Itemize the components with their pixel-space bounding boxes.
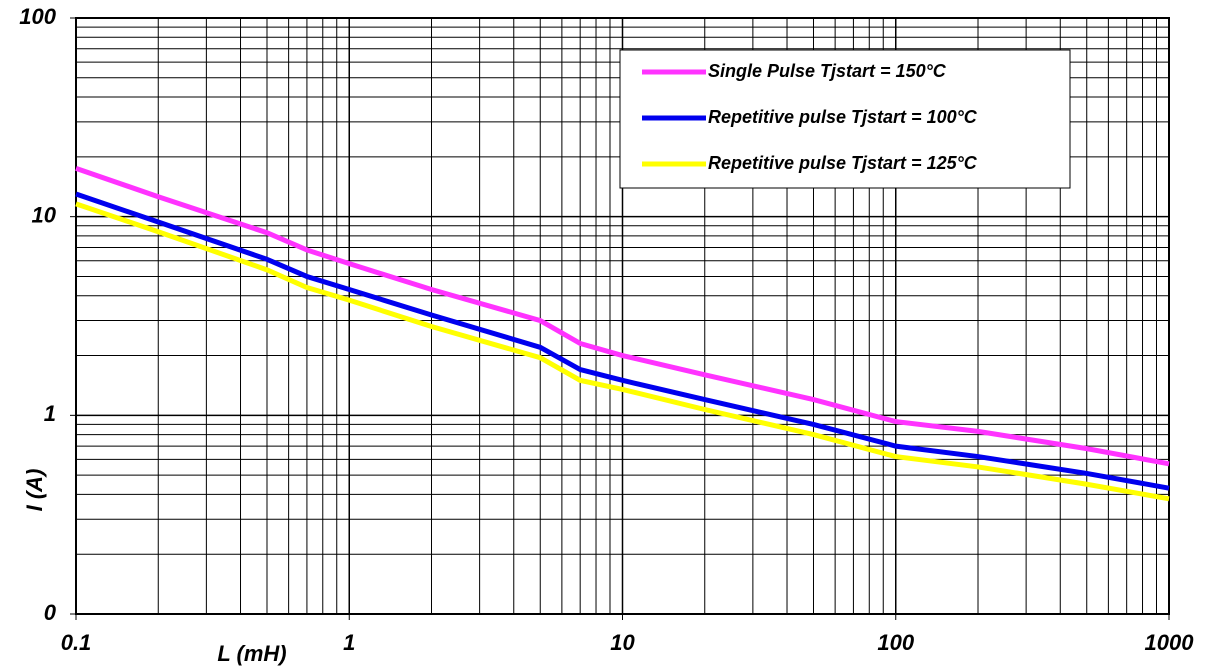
x-tick-label: 100 [877,630,914,655]
legend-label: Repetitive pulse Tjstart = 100°C [708,107,978,127]
x-tick-label: 1000 [1145,630,1195,655]
y-tick-label: 0 [44,600,57,625]
y-tick-label: 10 [32,202,57,227]
legend-label: Repetitive pulse Tjstart = 125°C [708,153,978,173]
x-tick-label: 1 [343,630,355,655]
x-tick-label: 10 [610,630,635,655]
series-line [75,201,1170,502]
series-line [75,191,1170,491]
y-axis-label: I (A) [22,469,47,512]
y-tick-label: 1 [44,401,56,426]
x-axis-label: L (mH) [217,641,286,666]
x-tick-label: 0.1 [61,630,92,655]
y-tick-label: 100 [19,4,56,29]
plot-frame [75,17,1170,615]
series-line [75,166,1170,467]
legend-label: Single Pulse Tjstart = 150°C [708,61,947,81]
